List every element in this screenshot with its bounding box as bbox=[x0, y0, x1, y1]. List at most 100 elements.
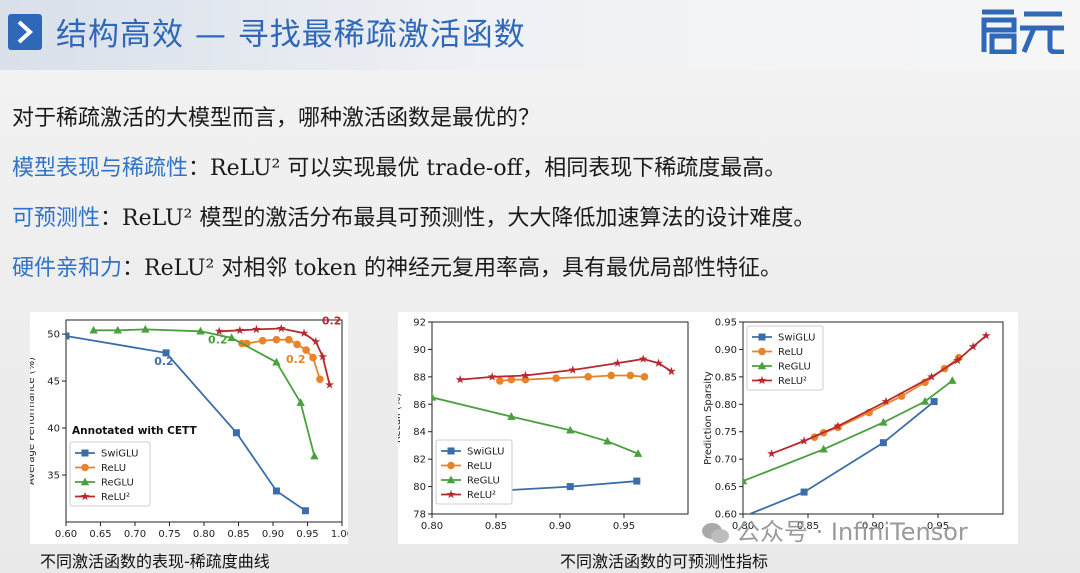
point-text: ：ReLU² 对相邻 token 的神经元复用率高，具有最优局部性特征。 bbox=[122, 256, 782, 281]
data-point bbox=[767, 449, 776, 458]
legend-label: ReGLU bbox=[467, 476, 500, 487]
data-point bbox=[521, 370, 530, 380]
y-tick-label: 86 bbox=[413, 400, 426, 411]
point-annotation: 0.2 bbox=[154, 355, 174, 368]
x-tick-label: 0.80 bbox=[732, 521, 754, 532]
legend: SwiGLU ReLU ReGLU ReLU² bbox=[746, 325, 824, 391]
point-annotation: 0.2 bbox=[322, 315, 342, 328]
data-point bbox=[496, 377, 504, 385]
point-predictability: 可预测性：ReLU² 模型的激活分布最具可预测性，大大降低加速算法的设计难度。 bbox=[12, 200, 815, 232]
point-key: 硬件亲和力 bbox=[12, 256, 123, 281]
data-point bbox=[603, 436, 612, 445]
x-tick-label: 0.70 bbox=[124, 529, 146, 540]
data-point bbox=[633, 477, 641, 485]
y-tick-label: 84 bbox=[413, 427, 426, 438]
x-tick-label: 0.65 bbox=[89, 529, 111, 540]
series-line-swiglu bbox=[747, 400, 935, 514]
y-axis-label: Recall (%) bbox=[398, 393, 403, 443]
x-tick-label: 0.85 bbox=[227, 529, 249, 540]
recall-chart: 0.80 0.85 0.90 0.95 78 80 82 84 86 88 90 92 Recall (… bbox=[398, 318, 689, 532]
legend-box bbox=[435, 439, 513, 505]
data-point bbox=[296, 398, 305, 406]
legend-marker bbox=[81, 449, 89, 457]
data-point bbox=[309, 353, 317, 362]
legend-marker bbox=[447, 447, 455, 455]
y-tick-label: 90 bbox=[413, 345, 426, 356]
data-point bbox=[879, 417, 888, 426]
series-line-reglu bbox=[93, 328, 316, 457]
data-point bbox=[633, 449, 643, 457]
legend-box bbox=[69, 441, 151, 507]
chart-panel-left: 0.60 0.65 0.70 0.75 0.80 0.85 0.90 0.95 1.00 35 40… bbox=[26, 312, 353, 544]
legend-label: ReGLU bbox=[101, 478, 134, 489]
y-tick-label: 35 bbox=[47, 471, 60, 482]
watermark-text: 公众号 · InfiniTensor bbox=[736, 518, 968, 546]
legend-marker bbox=[757, 375, 767, 385]
legend-label: SwiGLU bbox=[101, 449, 138, 460]
data-point bbox=[667, 366, 676, 376]
data-point bbox=[743, 513, 747, 514]
slide-title: 结构高效 — 寻找最稀疏激活函数 bbox=[56, 17, 526, 53]
legend: SwiGLU ReLU ReGLU ReLU² bbox=[69, 441, 151, 507]
chevron-right-icon bbox=[8, 14, 42, 50]
data-point bbox=[325, 380, 334, 389]
data-point bbox=[272, 487, 280, 495]
y-tick-label: 45 bbox=[47, 377, 60, 388]
legend-marker bbox=[446, 475, 456, 484]
watermark: 公众号 · InfiniTensor bbox=[700, 512, 968, 547]
plot-area bbox=[743, 331, 991, 514]
data-point bbox=[743, 476, 748, 485]
data-point bbox=[948, 376, 957, 384]
y-tick-label: 40 bbox=[47, 424, 60, 435]
legend-marker bbox=[758, 333, 766, 341]
data-point bbox=[613, 358, 622, 367]
x-tick-label: 0.95 bbox=[296, 529, 318, 540]
data-point bbox=[640, 373, 649, 381]
x-tick-label: 1.00 bbox=[331, 529, 348, 540]
data-point bbox=[607, 371, 615, 380]
point-key: 可预测性 bbox=[12, 206, 101, 231]
data-point bbox=[507, 375, 516, 384]
y-axis-label: Prediction Sparsity bbox=[703, 371, 714, 465]
data-point bbox=[920, 397, 930, 405]
x-tick-label: 0.85 bbox=[485, 521, 507, 532]
y-tick-label: 88 bbox=[413, 372, 426, 383]
series-line-relu2 bbox=[771, 335, 987, 455]
wechat-icon bbox=[702, 523, 729, 543]
x-tick-label: 0.80 bbox=[421, 521, 443, 532]
legend-label: ReLU bbox=[467, 461, 492, 472]
point-annotation: 0.2 bbox=[286, 353, 306, 366]
title-bar: 结构高效 — 寻找最稀疏激活函数 bbox=[0, 0, 1080, 70]
point-performance: 模型表现与稀疏性：ReLU² 可以实现最优 trade-off，相同表现下稀疏度… bbox=[12, 150, 786, 182]
legend-marker bbox=[80, 491, 90, 501]
legend-label: ReGLU bbox=[778, 362, 811, 373]
legend-marker bbox=[758, 347, 766, 356]
data-point bbox=[566, 483, 574, 491]
legend-label: ReLU² bbox=[101, 492, 130, 503]
data-point bbox=[113, 325, 122, 334]
y-tick-label: 78 bbox=[413, 510, 426, 521]
data-point bbox=[310, 451, 319, 460]
data-point bbox=[819, 444, 828, 453]
data-point bbox=[953, 355, 962, 365]
y-tick-label: 80 bbox=[413, 482, 426, 493]
legend-marker bbox=[446, 489, 456, 499]
data-point bbox=[316, 375, 324, 383]
data-point bbox=[800, 488, 808, 496]
point-annotation: 0.2 bbox=[208, 333, 228, 346]
legend-label: ReLU² bbox=[778, 376, 807, 387]
data-point bbox=[981, 331, 991, 340]
point-key: 模型表现与稀疏性 bbox=[12, 156, 189, 181]
legend-label: ReLU bbox=[101, 463, 126, 474]
data-point bbox=[162, 349, 170, 357]
data-point bbox=[487, 372, 497, 381]
caption-right: 不同激活函数的可预测性指标 bbox=[560, 552, 769, 571]
data-point bbox=[293, 340, 301, 349]
data-point bbox=[196, 326, 205, 335]
data-point bbox=[552, 374, 560, 383]
y-tick-label: 92 bbox=[413, 318, 426, 329]
data-point bbox=[285, 335, 293, 344]
question-text: 对于稀疏激活的大模型而言，哪种激活函数是最优的？ bbox=[12, 106, 541, 131]
point-hardware: 硬件亲和力：ReLU² 对相邻 token 的神经元复用率高，具有最优局部性特征… bbox=[12, 250, 782, 282]
point-text: ：ReLU² 模型的激活分布最具可预测性，大大降低加速算法的设计难度。 bbox=[100, 206, 816, 231]
